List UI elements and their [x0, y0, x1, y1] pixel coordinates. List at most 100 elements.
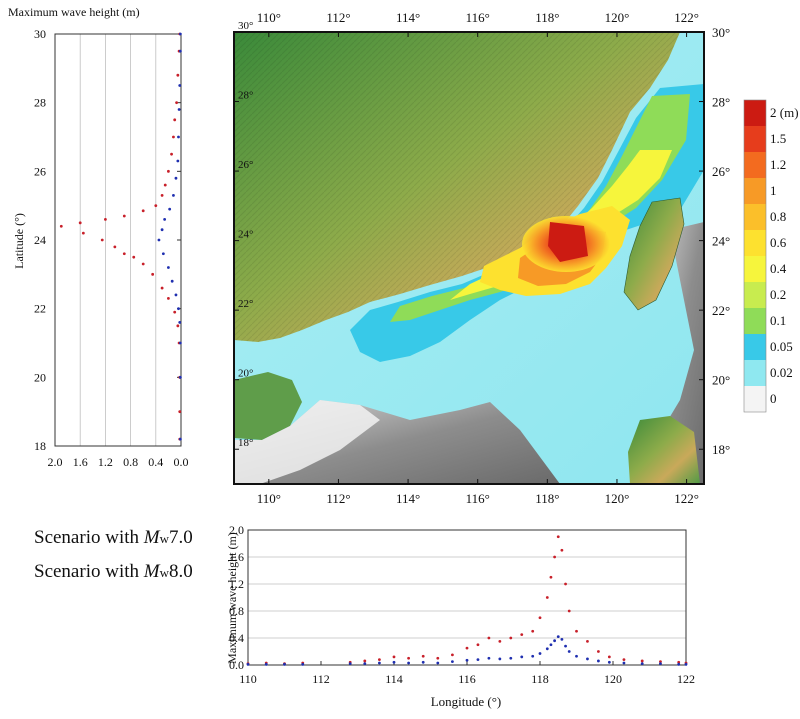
bottom-point — [564, 582, 567, 586]
left-point — [157, 238, 161, 242]
left-point — [104, 218, 107, 221]
map-right-latitude-labels: 18° 20° 22° 24° 26° 28° 30° — [699, 25, 730, 457]
left-y-tick-label: 24 — [34, 233, 46, 247]
map-left-latitude-label: 24° — [238, 229, 253, 241]
bottom-x-tick-label: 116 — [458, 672, 476, 686]
map-source-area — [548, 222, 588, 262]
left-x-tick-label: 0.8 — [123, 455, 138, 469]
map-top-longitude-label: 122° — [674, 10, 699, 25]
left-point — [172, 135, 175, 139]
colorbar-swatch — [744, 152, 766, 178]
left-point — [59, 224, 63, 228]
bottom-point — [531, 654, 535, 658]
colorbar-label: 0.4 — [770, 261, 787, 276]
bottom-x-tick-label: 122 — [677, 672, 695, 686]
left-point — [177, 108, 181, 111]
colorbar-swatch — [744, 100, 766, 126]
left-point — [161, 252, 165, 256]
bottom-point — [509, 636, 513, 640]
left-point — [167, 169, 170, 173]
bottom-point — [553, 555, 556, 559]
bottom-point — [509, 656, 513, 660]
bottom-point — [597, 650, 600, 653]
tsunami-height-map: 110° 112° 114° 116° 118° 120° 122° 110° 112° 114… — [233, 10, 730, 506]
bottom-y-axis-label: Maximum wave height (m) — [225, 532, 239, 664]
bottom-point — [436, 656, 440, 660]
colorbar-label: 0.05 — [770, 339, 793, 354]
bottom-x-tick-labels: 110 112 114 116 118 120 122 — [239, 661, 695, 686]
map-right-latitude-label: 22° — [712, 303, 730, 318]
bottom-point — [392, 655, 396, 659]
left-point — [174, 293, 178, 297]
map-band-0-4 — [450, 150, 672, 300]
map-right-latitude-label: 28° — [712, 95, 730, 110]
left-plot-frame — [54, 33, 182, 447]
bottom-point — [465, 646, 469, 650]
colorbar-swatch — [744, 308, 766, 334]
colorbar-label: 1.5 — [770, 131, 786, 146]
legend-entry: Scenario with Mw8.0 — [34, 561, 193, 582]
left-gridlines — [54, 34, 182, 446]
bottom-point — [659, 660, 662, 664]
left-y-tick-label: 20 — [34, 370, 46, 384]
bottom-y-tick-label: 0.4 — [229, 631, 244, 645]
bottom-point — [556, 635, 560, 639]
colorbar-swatch — [744, 282, 766, 308]
left-point — [141, 209, 145, 213]
bottom-point — [498, 657, 502, 661]
map-pacific-shading — [650, 222, 704, 484]
map-low-zone — [234, 400, 380, 484]
scenario-legend: Scenario with Mw7.0 Scenario with Mw8.0 — [34, 527, 193, 582]
bottom-point — [451, 653, 454, 657]
bottom-point — [622, 658, 626, 661]
map-relief-texture — [234, 32, 680, 342]
map-right-latitude-label: 26° — [712, 164, 730, 179]
bottom-point — [378, 658, 381, 661]
left-point — [151, 272, 155, 276]
bottom-point — [622, 661, 626, 665]
bottom-point — [607, 655, 611, 659]
bottom-point — [283, 662, 286, 666]
colorbar-label: 0.8 — [770, 209, 786, 224]
map-left-latitude-label: 28° — [238, 90, 253, 102]
map-bottom-longitude-label: 116° — [466, 491, 490, 506]
map-bottom-longitude-label: 110° — [257, 491, 281, 506]
bottom-point — [586, 639, 589, 643]
bottom-point — [586, 657, 589, 661]
colorbar-label: 0 — [770, 391, 777, 406]
colorbar-swatch — [744, 126, 766, 152]
bottom-point — [545, 647, 549, 651]
left-point — [81, 231, 85, 235]
colorbar-swatch — [744, 178, 766, 204]
map-band-0-05 — [350, 84, 704, 362]
bottom-point — [451, 660, 454, 664]
map-left-latitude-label: 20° — [238, 368, 253, 380]
colorbar-swatch — [744, 256, 766, 282]
bottom-point — [607, 660, 611, 664]
colorbar-label: 0.02 — [770, 365, 793, 380]
bottom-x-axis-label: Longitude (°) — [431, 694, 502, 709]
bottom-gridlines — [248, 529, 686, 666]
map-left-latitude-label: 22° — [238, 298, 253, 310]
left-point — [168, 207, 172, 211]
map-frame — [233, 31, 705, 485]
bottom-point — [348, 662, 352, 666]
left-point — [178, 437, 182, 441]
left-point — [176, 73, 180, 77]
colorbar-label: 0.1 — [770, 313, 786, 328]
bottom-point — [640, 662, 644, 666]
map-top-longitude-label: 112° — [326, 10, 350, 25]
left-x-tick-label: 1.2 — [98, 455, 113, 469]
left-x-tick-label: 2.0 — [48, 455, 63, 469]
colorbar: 2 (m) 1.5 1.2 1 0.8 0.6 0.4 0.2 0.1 0.05 0.02 0 — [743, 99, 799, 413]
map-hainan — [234, 372, 302, 440]
bottom-scatter-points — [246, 535, 688, 666]
bottom-point — [421, 654, 425, 658]
left-point — [122, 214, 126, 218]
map-right-latitude-label: 20° — [712, 373, 730, 388]
bottom-point — [531, 629, 535, 633]
bottom-y-tick-label: 1.6 — [229, 550, 244, 564]
bottom-point — [597, 659, 600, 663]
left-point — [175, 101, 178, 105]
